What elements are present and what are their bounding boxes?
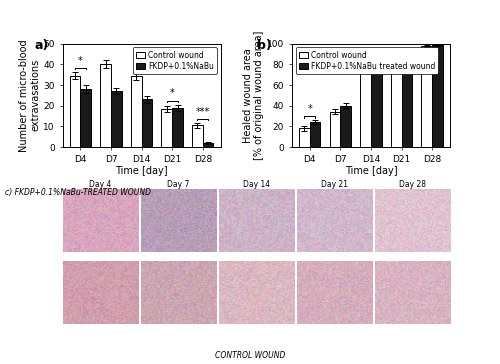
Text: CONTROL WOUND: CONTROL WOUND xyxy=(215,351,285,360)
X-axis label: Time [day]: Time [day] xyxy=(344,166,397,177)
Text: c) FKDP+0.1%NaBu-TREATED WOUND: c) FKDP+0.1%NaBu-TREATED WOUND xyxy=(5,187,151,197)
Bar xyxy=(432,45,443,147)
Title: Day 14: Day 14 xyxy=(242,180,270,189)
Y-axis label: Healed wound area
[% of original wound area]: Healed wound area [% of original wound a… xyxy=(242,31,264,160)
Title: Day 21: Day 21 xyxy=(321,180,348,189)
Bar xyxy=(340,106,351,147)
Title: Day 28: Day 28 xyxy=(399,180,426,189)
Bar xyxy=(371,69,382,147)
Bar xyxy=(192,125,203,147)
Bar xyxy=(172,108,183,147)
Text: *: * xyxy=(308,104,312,114)
Legend: Control wound, FKDP+0.1%NaBu: Control wound, FKDP+0.1%NaBu xyxy=(132,47,217,74)
Bar xyxy=(100,64,111,147)
Text: a): a) xyxy=(34,39,48,52)
Bar xyxy=(80,89,91,147)
Title: Day 7: Day 7 xyxy=(167,180,190,189)
Text: ***: *** xyxy=(134,55,148,66)
Bar xyxy=(162,109,172,147)
Bar xyxy=(422,46,432,147)
Text: *: * xyxy=(170,88,174,99)
Bar xyxy=(310,122,320,147)
Bar xyxy=(111,91,122,147)
Bar xyxy=(70,76,80,147)
Y-axis label: Number of micro-blood
extravasations: Number of micro-blood extravasations xyxy=(19,39,40,152)
Bar xyxy=(299,128,310,147)
Bar xyxy=(391,51,402,147)
Text: b): b) xyxy=(257,39,272,52)
Legend: Control wound, FKDP+0.1%NaBu treated wound: Control wound, FKDP+0.1%NaBu treated wou… xyxy=(296,47,438,74)
Bar xyxy=(360,70,371,147)
Bar xyxy=(330,112,340,147)
Text: ***: *** xyxy=(196,107,210,116)
Bar xyxy=(402,50,412,147)
Title: Day 4: Day 4 xyxy=(89,180,111,189)
Text: *: * xyxy=(368,50,374,60)
X-axis label: Time [day]: Time [day] xyxy=(116,166,168,177)
Text: *: * xyxy=(78,56,83,66)
Bar xyxy=(142,99,152,147)
Bar xyxy=(203,143,213,147)
Bar xyxy=(131,76,141,147)
